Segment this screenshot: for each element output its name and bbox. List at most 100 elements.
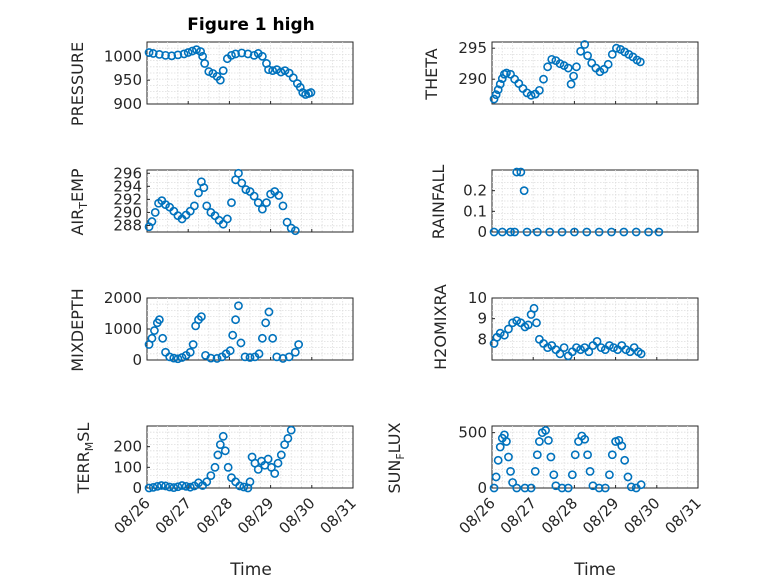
data-point [284, 352, 294, 362]
data-point [264, 65, 273, 75]
data-point [572, 62, 581, 72]
y-tick-label: 900 [113, 95, 142, 113]
data-point [234, 168, 243, 178]
data-point [173, 354, 183, 364]
data-point [489, 227, 499, 237]
data-point [185, 347, 195, 357]
data-point [294, 340, 304, 349]
data-point [181, 481, 191, 491]
data-point [225, 346, 235, 356]
data-point [644, 227, 653, 237]
data-point [222, 214, 232, 224]
data-point [152, 481, 162, 491]
data-point [532, 318, 541, 328]
data-point [605, 470, 614, 480]
data-point [543, 62, 553, 72]
data-point [253, 198, 263, 208]
data-point [241, 185, 251, 194]
data-point [185, 206, 195, 216]
data-point [245, 477, 255, 487]
data-point [555, 349, 565, 359]
data-point [534, 85, 544, 95]
y-tick-label: 100 [113, 458, 142, 476]
data-point [539, 74, 548, 84]
data-point [154, 315, 164, 325]
y-axis-label-rainfall: RAINFALL [429, 165, 448, 240]
y-tick-label: 290 [113, 203, 142, 221]
data-point [532, 227, 542, 237]
data-point [234, 301, 243, 311]
y-tick-label: 0 [132, 479, 142, 497]
y-tick-label: 290 [458, 70, 487, 88]
data-point [257, 51, 267, 61]
data-point [227, 50, 236, 60]
data-point [532, 450, 542, 460]
data-point [154, 50, 164, 59]
data-point [497, 227, 507, 237]
y-tick-label: 0 [477, 479, 487, 497]
data-point [580, 40, 590, 49]
data-point [512, 167, 522, 177]
data-point [202, 201, 212, 211]
data-point [489, 483, 499, 493]
data-point [169, 483, 179, 492]
data-point [526, 90, 536, 100]
panel-h2omixra: H2OMIXRA 8 9 10 [431, 284, 699, 370]
figure-title: Figure 1 high [187, 15, 315, 35]
data-point [249, 50, 259, 60]
x-tick-label: 08/26 [456, 494, 499, 537]
data-point [594, 483, 604, 493]
panel-theta: THETA 290 295 [422, 39, 699, 105]
data-point [623, 472, 633, 482]
y-tick-label: 292 [113, 190, 142, 208]
data-point [249, 191, 259, 201]
data-point [274, 191, 284, 200]
data-point [215, 75, 225, 85]
x-tick-label: 08/30 [275, 494, 318, 537]
data-point [557, 227, 567, 237]
data-point [278, 201, 288, 211]
data-point [231, 315, 240, 325]
data-point [534, 437, 544, 446]
data-point [276, 450, 286, 460]
data-point [218, 66, 228, 76]
data-point [150, 326, 159, 335]
x-tick-label: 08/28 [538, 494, 581, 537]
data-point [204, 67, 214, 76]
data-point [570, 227, 579, 237]
panel-mixdepth: MIXDEPTH 0 1000 2000 [68, 288, 354, 372]
data-point [223, 462, 233, 472]
y-axis-label-terr-msl: TERRMSL [74, 423, 96, 495]
data-point [257, 333, 267, 343]
data-point [544, 435, 553, 445]
data-point [512, 483, 522, 493]
data-point [612, 43, 621, 53]
data-point [245, 353, 255, 362]
data-point [495, 442, 505, 452]
data-point [239, 482, 249, 492]
x-axis-label-right: Time [573, 560, 616, 580]
data-point [212, 354, 222, 363]
data-point [654, 227, 664, 237]
data-point [607, 227, 616, 237]
data-point [594, 227, 604, 237]
data-point [607, 450, 617, 460]
data-point [257, 204, 267, 214]
data-point [522, 227, 532, 237]
data-point [187, 46, 197, 56]
data-point [576, 46, 585, 56]
data-point [240, 352, 250, 362]
y-tick-label: 0 [477, 223, 487, 241]
data-point [192, 45, 201, 55]
y-axis-label-sun-flux: SUNFLUX [385, 422, 407, 493]
data-point [497, 74, 507, 83]
y-tick-label: 9 [477, 310, 487, 328]
data-point [520, 483, 530, 493]
data-point [147, 217, 157, 226]
data-point [489, 94, 499, 104]
data-point [580, 434, 590, 444]
data-point [268, 333, 278, 343]
data-point [144, 483, 154, 493]
data-point [585, 466, 595, 476]
data-point [547, 54, 557, 64]
